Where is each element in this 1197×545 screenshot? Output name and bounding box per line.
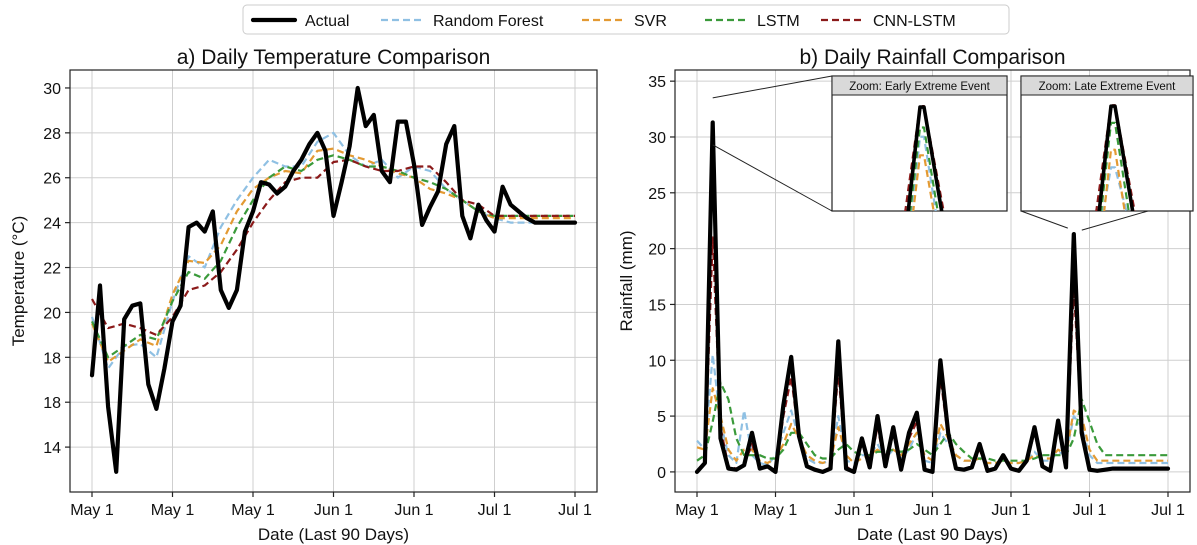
y-tick-label: 15	[648, 297, 666, 314]
y-axis-label: Rainfall (mm)	[617, 230, 636, 331]
y-tick-label: 28	[43, 126, 61, 143]
x-tick-label: Jun 1	[991, 502, 1030, 519]
series-line-random-forest	[696, 353, 1168, 467]
x-tick-label: Jun 1	[834, 502, 873, 519]
legend-label: Actual	[305, 13, 349, 30]
inset-series-line-svr	[912, 154, 935, 211]
y-tick-label: 30	[43, 81, 61, 98]
y-tick-label: 20	[43, 305, 61, 322]
zoom-inset-header	[1020, 75, 1194, 96]
y-tick-label: 18	[43, 395, 61, 412]
x-tick-label: Jul 1	[558, 502, 592, 519]
x-tick-label: Jul 1	[1073, 502, 1107, 519]
legend-label: CNN-LSTM	[873, 13, 956, 30]
x-tick-label: May 1	[151, 502, 195, 519]
legend-label: Random Forest	[433, 13, 544, 30]
inset-series-line-lstm	[1100, 121, 1130, 211]
x-tick-label: Jul 1	[478, 502, 512, 519]
y-tick-label: 35	[648, 74, 666, 91]
legend: Actual Random Forest SVR LSTM CNN-LSTM	[242, 4, 1010, 35]
series-line-lstm	[90, 154, 575, 359]
inset-series-line-random-forest	[911, 135, 937, 211]
zoom-connector-line	[712, 75, 833, 99]
x-axis-label: Date (Last 90 Days)	[857, 525, 1008, 544]
series-line-actual	[89, 85, 578, 474]
y-tick-label: 26	[43, 171, 61, 188]
y-tick-label: 24	[43, 216, 61, 233]
panel-title: b) Daily Rainfall Comparison	[799, 46, 1065, 69]
inset-series-line-svr	[1103, 148, 1126, 211]
zoom-inset-header	[831, 75, 1008, 96]
x-tick-label: Jun 1	[314, 502, 353, 519]
legend-label: LSTM	[757, 13, 800, 30]
y-tick-label: 5	[657, 409, 666, 426]
x-tick-label: May 1	[675, 502, 719, 519]
panel-rainfall: 0 5 10 15 20 25 30 35 May 1 May 1 Jun 1 Jun 1 Jun 1 J…	[617, 46, 1194, 544]
zoom-connector-line	[712, 144, 833, 212]
series-line-cnn-lstm	[91, 158, 575, 336]
zoom-inset-title: Zoom: Late Extreme Event	[1039, 81, 1177, 93]
data-layer	[89, 85, 578, 474]
x-tick-label: May 1	[70, 502, 114, 519]
panel-title: a) Daily Temperature Comparison	[177, 46, 491, 69]
series-line-actual	[694, 120, 1171, 474]
zoom-inset: Zoom: Early Extreme Event	[712, 75, 1008, 212]
x-tick-label: Jul 1	[1151, 502, 1185, 519]
y-tick-label: 14	[43, 440, 61, 457]
zoom-inset-title: Zoom: Early Extreme Event	[849, 81, 990, 93]
x-tick-label: Jun 1	[394, 502, 433, 519]
x-tick-label: Jun 1	[913, 502, 952, 519]
y-tick-label: 25	[648, 186, 666, 203]
x-tick-label: May 1	[754, 502, 798, 519]
zoom-inset: Zoom: Late Extreme Event	[1020, 75, 1194, 231]
y-tick-label: 20	[648, 242, 666, 259]
inset-series-line-lstm	[909, 126, 939, 211]
zoom-connector-line	[1081, 210, 1149, 231]
legend-label: SVR	[634, 13, 667, 30]
y-tick-label: 0	[657, 465, 666, 482]
inset-series-line-actual	[1097, 104, 1135, 211]
y-axis-label: Temperature (°C)	[9, 216, 28, 347]
panel-temperature: 14 18 18 20 22 24 26 28 30 May 1 May 1 May 1 Jun 1 Ju…	[9, 46, 598, 544]
x-tick-label: May 1	[231, 502, 275, 519]
inset-data-layer	[904, 105, 945, 211]
y-tick-label: 10	[648, 353, 666, 370]
inset-series-line-actual	[906, 105, 944, 211]
inset-data-layer	[1095, 104, 1136, 211]
legend-frame	[242, 4, 1010, 35]
zoom-connector-line	[1020, 210, 1068, 229]
x-axis-label: Date (Last 90 Days)	[258, 525, 409, 544]
y-tick-label: 18	[43, 350, 61, 367]
y-tick-label: 30	[648, 130, 666, 147]
data-layer	[694, 120, 1171, 474]
y-tick-label: 22	[43, 261, 61, 278]
